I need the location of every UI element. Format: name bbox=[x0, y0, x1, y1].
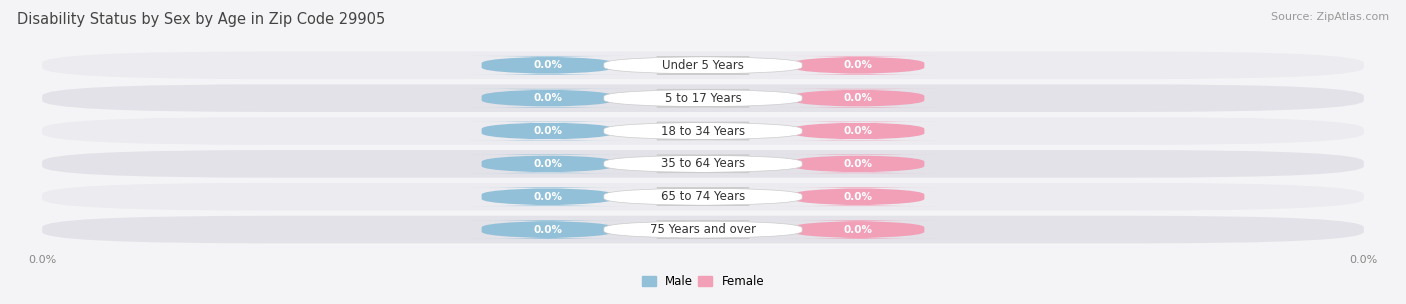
Text: 0.0%: 0.0% bbox=[844, 159, 873, 169]
Text: 0.0%: 0.0% bbox=[844, 126, 873, 136]
FancyBboxPatch shape bbox=[468, 220, 627, 239]
Text: 0.0%: 0.0% bbox=[533, 126, 562, 136]
FancyBboxPatch shape bbox=[779, 122, 938, 140]
FancyBboxPatch shape bbox=[468, 89, 627, 108]
Text: Disability Status by Sex by Age in Zip Code 29905: Disability Status by Sex by Age in Zip C… bbox=[17, 12, 385, 27]
FancyBboxPatch shape bbox=[468, 122, 627, 140]
Text: Under 5 Years: Under 5 Years bbox=[662, 59, 744, 72]
FancyBboxPatch shape bbox=[603, 57, 801, 74]
Text: 75 Years and over: 75 Years and over bbox=[650, 223, 756, 236]
FancyBboxPatch shape bbox=[603, 221, 801, 238]
Text: 0.0%: 0.0% bbox=[533, 225, 562, 235]
Text: 0.0%: 0.0% bbox=[844, 60, 873, 70]
FancyBboxPatch shape bbox=[779, 56, 938, 75]
FancyBboxPatch shape bbox=[468, 187, 627, 206]
Text: 0.0%: 0.0% bbox=[533, 93, 562, 103]
FancyBboxPatch shape bbox=[603, 122, 801, 140]
FancyBboxPatch shape bbox=[779, 220, 938, 239]
FancyBboxPatch shape bbox=[603, 89, 801, 107]
FancyBboxPatch shape bbox=[779, 89, 938, 108]
Text: 18 to 34 Years: 18 to 34 Years bbox=[661, 125, 745, 137]
Text: 65 to 74 Years: 65 to 74 Years bbox=[661, 190, 745, 203]
Text: 0.0%: 0.0% bbox=[533, 159, 562, 169]
FancyBboxPatch shape bbox=[779, 154, 938, 173]
FancyBboxPatch shape bbox=[42, 216, 1364, 244]
FancyBboxPatch shape bbox=[468, 154, 627, 173]
FancyBboxPatch shape bbox=[42, 51, 1364, 79]
FancyBboxPatch shape bbox=[42, 85, 1364, 112]
Text: 35 to 64 Years: 35 to 64 Years bbox=[661, 157, 745, 170]
Text: 0.0%: 0.0% bbox=[844, 192, 873, 202]
Text: 0.0%: 0.0% bbox=[844, 93, 873, 103]
FancyBboxPatch shape bbox=[42, 183, 1364, 210]
Text: 0.0%: 0.0% bbox=[533, 60, 562, 70]
Text: Source: ZipAtlas.com: Source: ZipAtlas.com bbox=[1271, 12, 1389, 22]
Legend: Male, Female: Male, Female bbox=[641, 275, 765, 288]
FancyBboxPatch shape bbox=[779, 187, 938, 206]
FancyBboxPatch shape bbox=[603, 155, 801, 173]
Text: 0.0%: 0.0% bbox=[533, 192, 562, 202]
FancyBboxPatch shape bbox=[603, 188, 801, 206]
FancyBboxPatch shape bbox=[42, 117, 1364, 145]
Text: 0.0%: 0.0% bbox=[844, 225, 873, 235]
FancyBboxPatch shape bbox=[42, 150, 1364, 178]
FancyBboxPatch shape bbox=[468, 56, 627, 75]
Text: 5 to 17 Years: 5 to 17 Years bbox=[665, 92, 741, 105]
